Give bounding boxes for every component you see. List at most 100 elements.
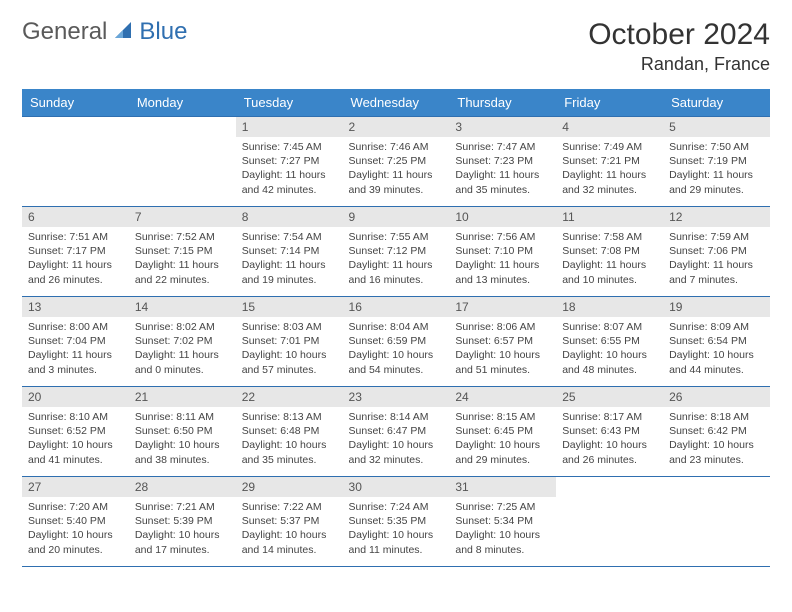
day-number: 27: [22, 477, 129, 497]
sunset-line: Sunset: 5:37 PM: [242, 514, 337, 528]
calendar-day: 1Sunrise: 7:45 AMSunset: 7:27 PMDaylight…: [236, 117, 343, 207]
daylight-line: Daylight: 10 hours and 41 minutes.: [28, 438, 123, 466]
calendar-day: 20Sunrise: 8:10 AMSunset: 6:52 PMDayligh…: [22, 387, 129, 477]
sunrise-line: Sunrise: 7:24 AM: [349, 500, 444, 514]
daylight-line: Daylight: 10 hours and 35 minutes.: [242, 438, 337, 466]
location: Randan, France: [588, 54, 770, 75]
calendar-day: 12Sunrise: 7:59 AMSunset: 7:06 PMDayligh…: [663, 207, 770, 297]
dayheader: Sunday: [22, 89, 129, 117]
day-detail: Sunrise: 7:52 AMSunset: 7:15 PMDaylight:…: [129, 227, 236, 291]
calendar-day: 27Sunrise: 7:20 AMSunset: 5:40 PMDayligh…: [22, 477, 129, 567]
day-number: 4: [556, 117, 663, 137]
day-detail: Sunrise: 8:13 AMSunset: 6:48 PMDaylight:…: [236, 407, 343, 471]
daylight-line: Daylight: 10 hours and 54 minutes.: [349, 348, 444, 376]
day-detail: Sunrise: 7:55 AMSunset: 7:12 PMDaylight:…: [343, 227, 450, 291]
day-detail: Sunrise: 8:10 AMSunset: 6:52 PMDaylight:…: [22, 407, 129, 471]
calendar-day: 26Sunrise: 8:18 AMSunset: 6:42 PMDayligh…: [663, 387, 770, 477]
dayheader: Wednesday: [343, 89, 450, 117]
daylight-line: Daylight: 10 hours and 57 minutes.: [242, 348, 337, 376]
day-number: 2: [343, 117, 450, 137]
day-detail: Sunrise: 7:20 AMSunset: 5:40 PMDaylight:…: [22, 497, 129, 561]
day-detail: Sunrise: 7:51 AMSunset: 7:17 PMDaylight:…: [22, 227, 129, 291]
sunset-line: Sunset: 6:45 PM: [455, 424, 550, 438]
day-detail: Sunrise: 8:06 AMSunset: 6:57 PMDaylight:…: [449, 317, 556, 381]
sunrise-line: Sunrise: 7:50 AM: [669, 140, 764, 154]
day-number: 14: [129, 297, 236, 317]
sunset-line: Sunset: 7:23 PM: [455, 154, 550, 168]
sunrise-line: Sunrise: 7:25 AM: [455, 500, 550, 514]
daylight-line: Daylight: 11 hours and 19 minutes.: [242, 258, 337, 286]
month-title: October 2024: [588, 18, 770, 52]
brand-part2: Blue: [139, 18, 187, 46]
sunset-line: Sunset: 5:34 PM: [455, 514, 550, 528]
sunrise-line: Sunrise: 7:47 AM: [455, 140, 550, 154]
sunrise-line: Sunrise: 8:18 AM: [669, 410, 764, 424]
calendar-day: 14 Sunrise: 8:02 AMSunset: 7:02 PMDayligh…: [129, 297, 236, 387]
day-number: 15: [236, 297, 343, 317]
brand-part1: General: [22, 18, 107, 46]
daylight-line: Daylight: 10 hours and 32 minutes.: [349, 438, 444, 466]
calendar-day: 21Sunrise: 8:11 AMSunset: 6:50 PMDayligh…: [129, 387, 236, 477]
sunset-line: Sunset: 6:43 PM: [562, 424, 657, 438]
sunrise-line: Sunrise: 7:45 AM: [242, 140, 337, 154]
calendar-day: 22Sunrise: 8:13 AMSunset: 6:48 PMDayligh…: [236, 387, 343, 477]
day-number: 30: [343, 477, 450, 497]
day-number: 29: [236, 477, 343, 497]
sunset-line: Sunset: 6:57 PM: [455, 334, 550, 348]
calendar-day: 25Sunrise: 8:17 AMSunset: 6:43 PMDayligh…: [556, 387, 663, 477]
day-number: 10: [449, 207, 556, 227]
daylight-line: Daylight: 11 hours and 0 minutes.: [135, 348, 230, 376]
dayheader: Monday: [129, 89, 236, 117]
day-detail: Sunrise: 8:04 AMSunset: 6:59 PMDaylight:…: [343, 317, 450, 381]
daylight-line: Daylight: 10 hours and 51 minutes.: [455, 348, 550, 376]
sunset-line: Sunset: 6:59 PM: [349, 334, 444, 348]
sunset-line: Sunset: 7:15 PM: [135, 244, 230, 258]
sunset-line: Sunset: 7:10 PM: [455, 244, 550, 258]
calendar-day: 31Sunrise: 7:25 AMSunset: 5:34 PMDayligh…: [449, 477, 556, 567]
day-number: 9: [343, 207, 450, 227]
day-number: 21: [129, 387, 236, 407]
sunset-line: Sunset: 7:21 PM: [562, 154, 657, 168]
sunrise-line: Sunrise: 8:03 AM: [242, 320, 337, 334]
day-detail: Sunrise: 7:25 AMSunset: 5:34 PMDaylight:…: [449, 497, 556, 561]
daylight-line: Daylight: 10 hours and 26 minutes.: [562, 438, 657, 466]
day-detail: Sunrise: 7:47 AMSunset: 7:23 PMDaylight:…: [449, 137, 556, 201]
day-detail: Sunrise: 7:56 AMSunset: 7:10 PMDaylight:…: [449, 227, 556, 291]
calendar-day: 18Sunrise: 8:07 AMSunset: 6:55 PMDayligh…: [556, 297, 663, 387]
daylight-line: Daylight: 11 hours and 26 minutes.: [28, 258, 123, 286]
sunrise-line: Sunrise: 7:49 AM: [562, 140, 657, 154]
day-detail: Sunrise: 7:58 AMSunset: 7:08 PMDaylight:…: [556, 227, 663, 291]
day-number: 28: [129, 477, 236, 497]
day-number: 23: [343, 387, 450, 407]
calendar-day: 4 Sunrise: 7:49 AMSunset: 7:21 PMDaylight…: [556, 117, 663, 207]
day-detail: Sunrise: 7:59 AMSunset: 7:06 PMDaylight:…: [663, 227, 770, 291]
day-detail: Sunrise: 8:17 AMSunset: 6:43 PMDaylight:…: [556, 407, 663, 471]
calendar-day: [556, 477, 663, 567]
day-number: 13: [22, 297, 129, 317]
daylight-line: Daylight: 11 hours and 32 minutes.: [562, 168, 657, 196]
sunrise-line: Sunrise: 7:56 AM: [455, 230, 550, 244]
day-number: 26: [663, 387, 770, 407]
sunset-line: Sunset: 7:02 PM: [135, 334, 230, 348]
day-number: 25: [556, 387, 663, 407]
sunset-line: Sunset: 7:04 PM: [28, 334, 123, 348]
dayheader: Friday: [556, 89, 663, 117]
sunset-line: Sunset: 5:35 PM: [349, 514, 444, 528]
calendar-day: 15Sunrise: 8:03 AMSunset: 7:01 PMDayligh…: [236, 297, 343, 387]
day-detail: Sunrise: 8:14 AMSunset: 6:47 PMDaylight:…: [343, 407, 450, 471]
sunrise-line: Sunrise: 7:22 AM: [242, 500, 337, 514]
sunset-line: Sunset: 6:52 PM: [28, 424, 123, 438]
day-number: 19: [663, 297, 770, 317]
brand-logo: General Blue: [22, 18, 187, 46]
day-number: 17: [449, 297, 556, 317]
day-detail: Sunrise: 8:09 AMSunset: 6:54 PMDaylight:…: [663, 317, 770, 381]
calendar-day: 19Sunrise: 8:09 AMSunset: 6:54 PMDayligh…: [663, 297, 770, 387]
sunset-line: Sunset: 7:12 PM: [349, 244, 444, 258]
day-detail: Sunrise: 7:24 AMSunset: 5:35 PMDaylight:…: [343, 497, 450, 561]
calendar-day: 29Sunrise: 7:22 AMSunset: 5:37 PMDayligh…: [236, 477, 343, 567]
sunrise-line: Sunrise: 7:20 AM: [28, 500, 123, 514]
daylight-line: Daylight: 10 hours and 23 minutes.: [669, 438, 764, 466]
sunrise-line: Sunrise: 8:02 AM: [135, 320, 230, 334]
calendar-day: 23Sunrise: 8:14 AMSunset: 6:47 PMDayligh…: [343, 387, 450, 477]
calendar-day: 13Sunrise: 8:00 AMSunset: 7:04 PMDayligh…: [22, 297, 129, 387]
